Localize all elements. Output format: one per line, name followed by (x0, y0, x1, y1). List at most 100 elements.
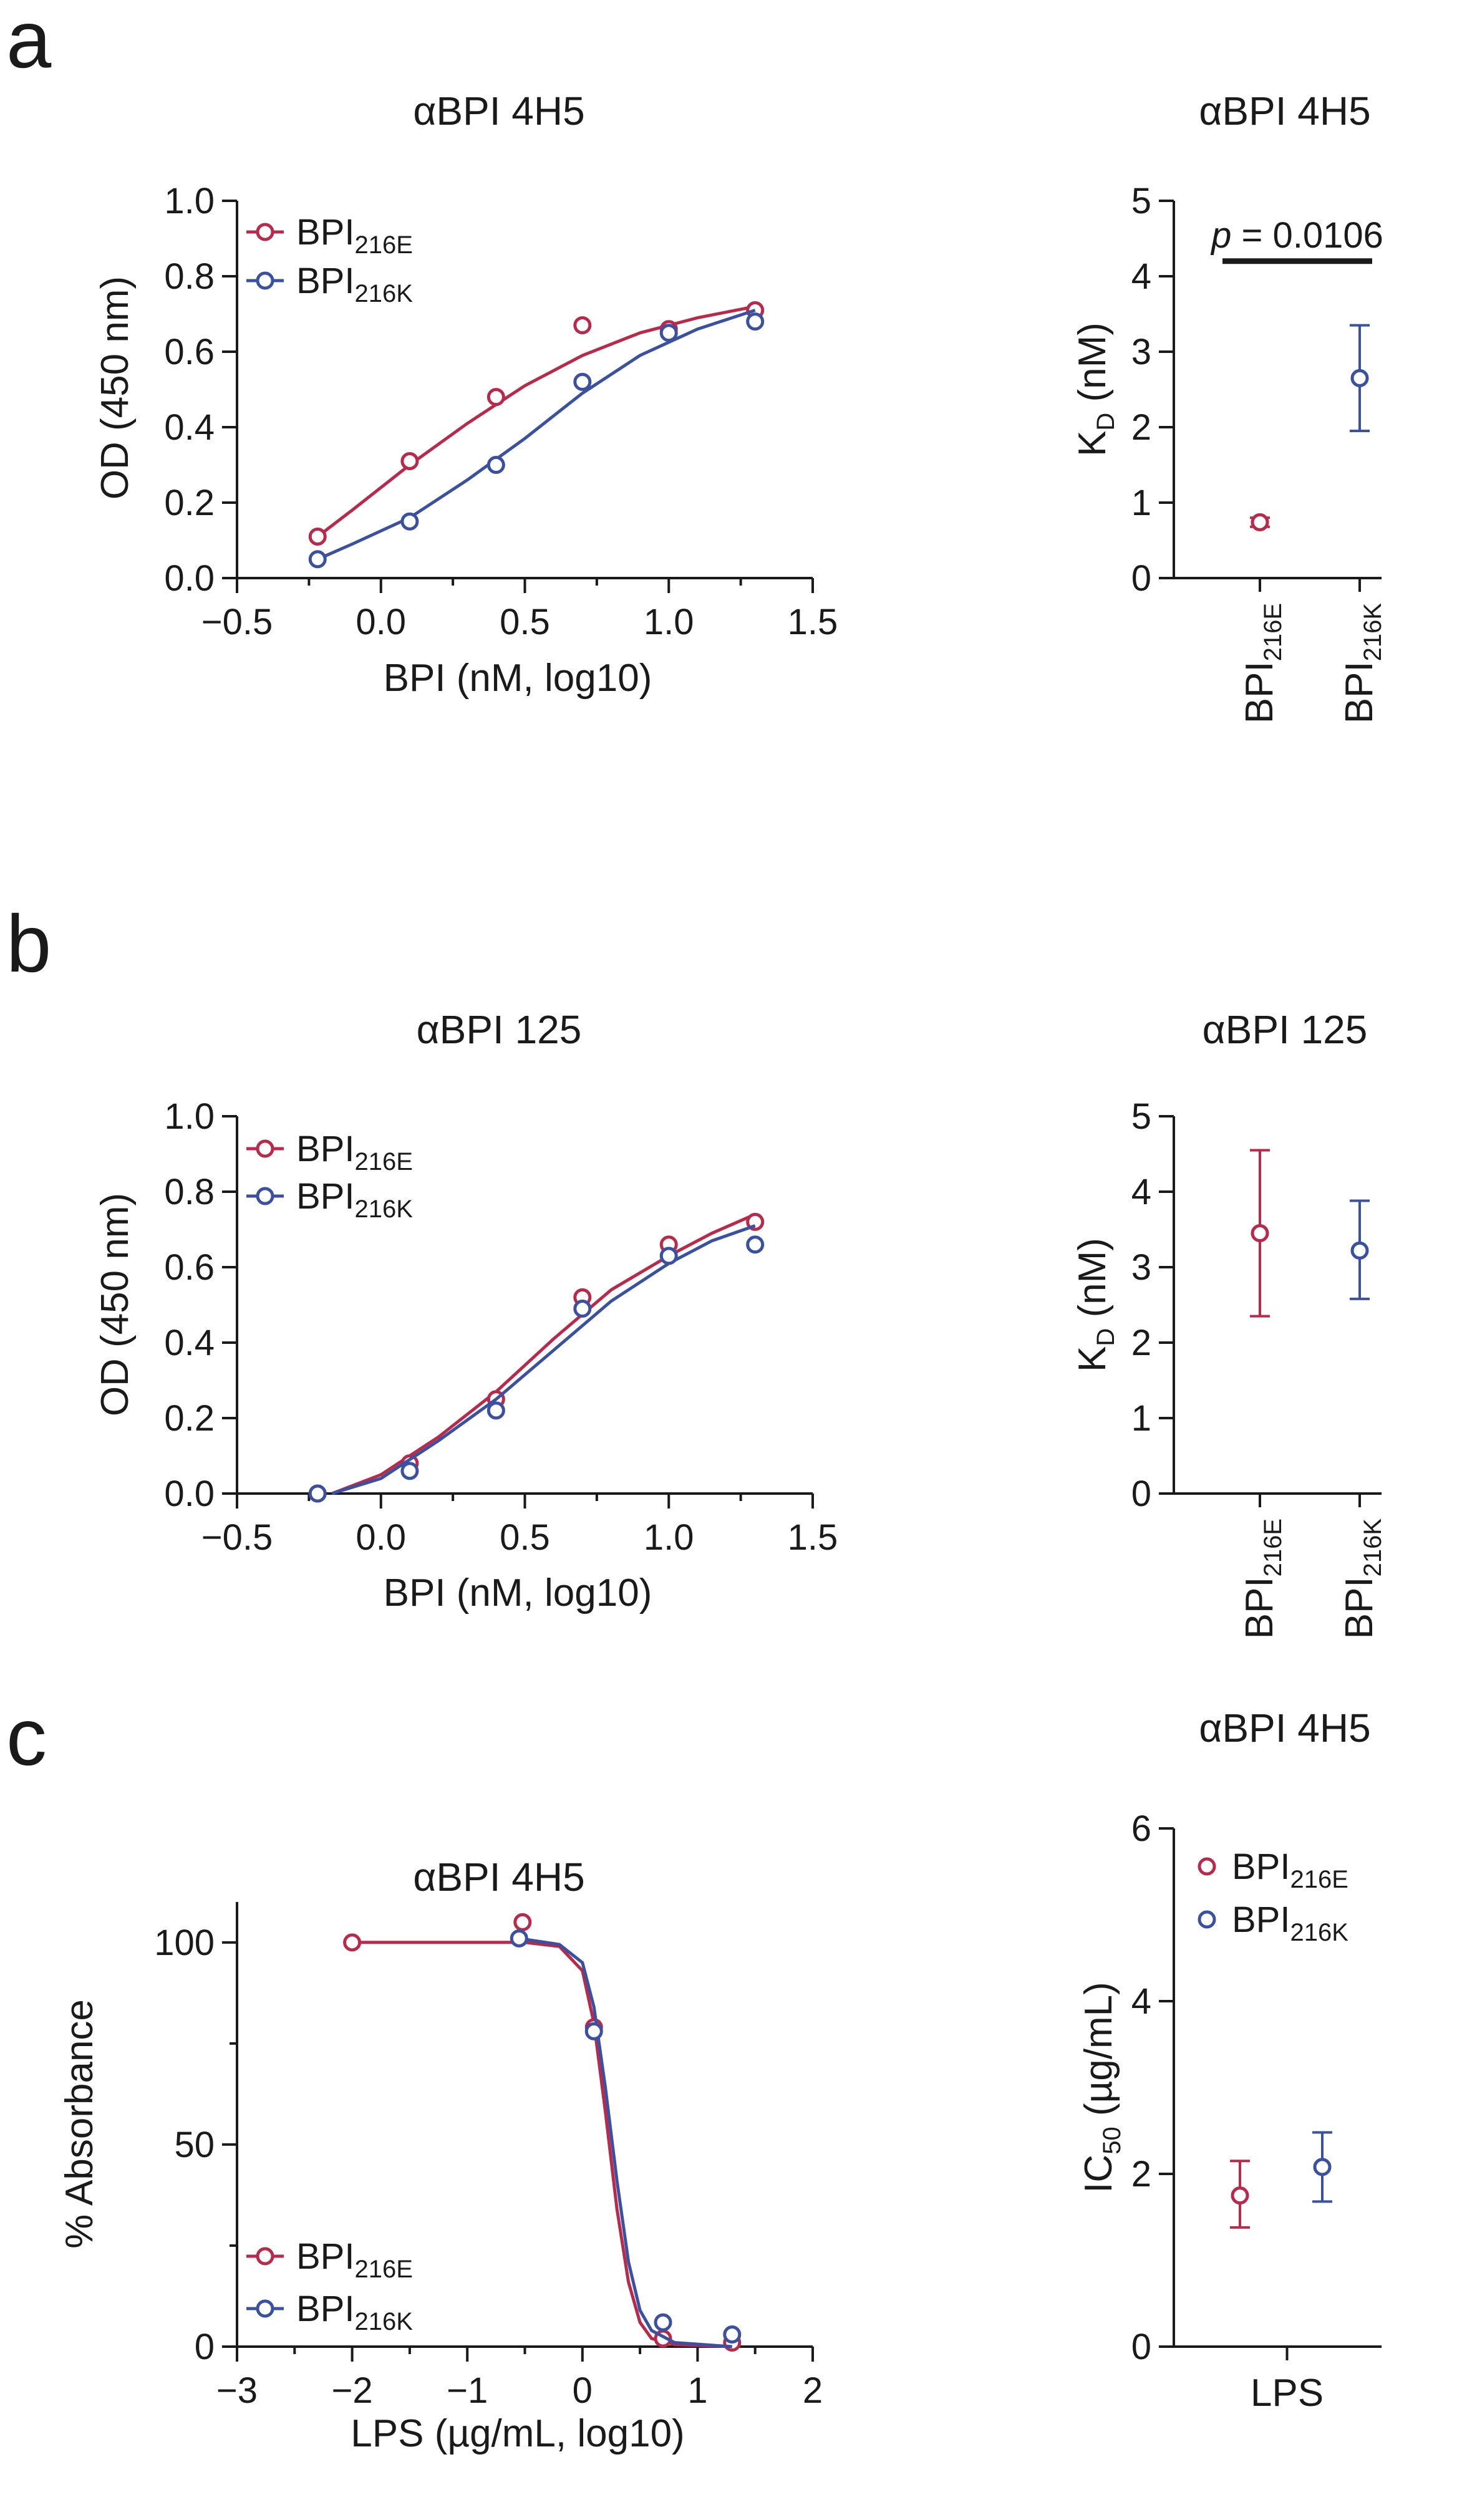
y-axis-label: % Absorbance (58, 1999, 101, 2249)
mean-point (1350, 1241, 1369, 1260)
legend-marker-216K (256, 2299, 274, 2318)
legend-marker-216K (256, 1187, 274, 1205)
data-point-216K (573, 1300, 592, 1318)
y-tick-label: 50 (174, 2125, 215, 2165)
fit-curve-216K (317, 309, 756, 561)
x-category-label-main: BPI (1338, 661, 1381, 723)
chart-title: αBPI 4H5 (1199, 1706, 1370, 1750)
legend-label-216K-main: BPI (296, 1176, 355, 1217)
y-axis-label-rest: (nM) (1071, 1238, 1114, 1328)
x-tick-label: 0.0 (356, 1517, 406, 1558)
legend-label-216E: BPI216E (296, 2236, 413, 2283)
data-point-216K (746, 312, 765, 331)
data-point-216E (486, 388, 505, 407)
y-tick-label: 0.8 (164, 1172, 215, 1212)
p-value-symbol: p (1210, 215, 1231, 256)
x-tick-label: 0.0 (356, 602, 406, 642)
y-tick-label: 1.0 (164, 181, 215, 221)
legend-label-216K-sub: 216K (355, 2308, 414, 2335)
mean-point (1313, 2158, 1332, 2176)
x-category-label-sub: 216K (1359, 1518, 1387, 1577)
y-tick-label: 4 (1131, 1172, 1151, 1212)
x-category-label-sub: 216K (1359, 603, 1387, 662)
legend-label-216K-sub: 216K (355, 1195, 414, 1223)
data-point-216K (400, 1462, 419, 1480)
y-axis-label: OD (450 nm) (94, 1193, 137, 1416)
panel-label-c: c (6, 1691, 47, 1782)
y-axis-label-main: IC (1077, 2155, 1120, 2193)
legend-label-216K: BPI216K (296, 261, 413, 307)
y-tick-label: 1 (1131, 1398, 1151, 1439)
chart-title: αBPI 125 (417, 1007, 582, 1052)
data-point-216K (659, 324, 678, 342)
x-tick-label: 2 (803, 2370, 823, 2411)
legend-marker-216E (256, 223, 274, 241)
y-axis-label-main: K (1071, 431, 1114, 456)
fit-curve-216K (518, 1936, 732, 2349)
y-tick-label: 100 (154, 1923, 215, 1963)
y-tick-label: 2 (1131, 2154, 1151, 2194)
y-axis-label-sub: D (1092, 413, 1120, 431)
legend-label-216K-sub: 216K (355, 280, 414, 307)
data-point-216K (584, 2022, 603, 2040)
y-tick-label: 3 (1131, 1247, 1151, 1288)
chart-title: αBPI 4H5 (413, 89, 584, 133)
y-axis-label-rest: (µg/mL) (1077, 1982, 1120, 2127)
x-category-label: BPI216E (1238, 1518, 1287, 1639)
x-axis-label: BPI (nM, log10) (384, 1571, 652, 1615)
legend-label-216K-main: BPI (296, 2289, 355, 2329)
y-tick-label: 0 (1131, 1474, 1151, 1514)
legend-label-216E-main: BPI (1232, 1847, 1290, 1887)
mean-point (1350, 369, 1369, 387)
x-tick-label: 0 (573, 2370, 593, 2411)
y-tick-label: 0 (195, 2327, 215, 2367)
y-tick-label: 1 (1131, 483, 1151, 523)
data-point-216E (343, 1933, 362, 1952)
x-tick-label: 1.5 (788, 1517, 838, 1558)
x-tick-label: 1 (687, 2370, 707, 2411)
y-tick-label: 4 (1131, 256, 1151, 297)
y-axis-label: KD (nM) (1071, 1238, 1120, 1372)
x-tick-label: 0.5 (500, 1517, 550, 1558)
x-category-label: LPS (1251, 2372, 1324, 2415)
data-point-216K (308, 550, 327, 569)
x-category-label: BPI216K (1338, 1518, 1387, 1639)
data-point-216K (308, 1484, 327, 1503)
x-axis-label: BPI (nM, log10) (384, 657, 652, 700)
legend-label-216E-sub: 216E (355, 1148, 413, 1176)
mean-point (1231, 2186, 1249, 2205)
data-point-216E (573, 316, 592, 335)
p-value-text: = 0.0106 (1231, 215, 1383, 256)
legend-label-216E-main: BPI (296, 2236, 355, 2277)
legend-marker-216E (256, 2247, 274, 2266)
data-point-216K (573, 372, 592, 391)
fit-curve-216E (352, 1941, 732, 2349)
y-tick-label: 0.2 (164, 1398, 215, 1439)
chart-title: αBPI 4H5 (1199, 89, 1370, 133)
x-tick-label: −0.5 (201, 1517, 273, 1558)
legend-label-216E-main: BPI (296, 212, 355, 253)
x-category-label-sub: 216E (1259, 603, 1287, 661)
legend-label-216E-sub: 216E (355, 231, 413, 259)
data-point-216K (746, 1235, 765, 1254)
mean-point (1251, 1224, 1269, 1243)
y-axis-label-sub: 50 (1098, 2127, 1126, 2155)
x-tick-label: 1.0 (644, 1517, 694, 1558)
legend-label-216K-sub: 216K (1290, 1919, 1349, 1946)
x-tick-label: −0.5 (201, 602, 273, 642)
y-axis-label-rest: (nM) (1071, 322, 1114, 413)
data-point-216K (486, 1401, 505, 1420)
data-point-216K (400, 512, 419, 531)
panel-label-b: b (6, 898, 51, 989)
data-point-216K (723, 2325, 742, 2344)
y-tick-label: 0.6 (164, 332, 215, 372)
y-axis-label: KD (nM) (1071, 322, 1120, 456)
legend-marker-216K (1198, 1910, 1216, 1929)
panel-label-a: a (6, 0, 52, 85)
x-tick-label: 1.0 (644, 602, 694, 642)
y-axis-label: IC50 (µg/mL) (1077, 1982, 1126, 2193)
legend-label-216K: BPI216K (296, 1176, 413, 1223)
